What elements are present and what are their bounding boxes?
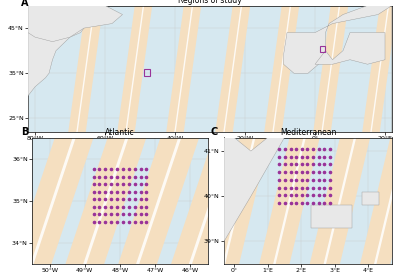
Bar — [144, 69, 150, 76]
Text: A: A — [21, 0, 28, 8]
Polygon shape — [28, 6, 84, 132]
Polygon shape — [28, 6, 122, 42]
Polygon shape — [273, 138, 306, 264]
Polygon shape — [215, 6, 250, 132]
Polygon shape — [13, 138, 94, 264]
Polygon shape — [189, 138, 234, 264]
Polygon shape — [264, 6, 299, 132]
Polygon shape — [223, 138, 256, 264]
Polygon shape — [76, 6, 95, 132]
Polygon shape — [117, 6, 152, 132]
Polygon shape — [166, 6, 201, 132]
Bar — [320, 46, 325, 52]
Polygon shape — [174, 6, 193, 132]
Text: C: C — [210, 127, 218, 138]
Polygon shape — [223, 6, 242, 132]
Polygon shape — [362, 192, 378, 205]
Polygon shape — [30, 138, 76, 264]
Text: B: B — [22, 127, 29, 138]
Polygon shape — [209, 138, 269, 264]
Polygon shape — [374, 138, 400, 264]
Polygon shape — [118, 138, 199, 264]
Polygon shape — [321, 6, 340, 132]
Polygon shape — [224, 138, 284, 264]
Polygon shape — [171, 138, 252, 264]
Title: Mediterranean: Mediterranean — [280, 128, 336, 137]
Polygon shape — [311, 205, 352, 228]
Polygon shape — [68, 6, 103, 132]
Polygon shape — [310, 138, 370, 264]
Polygon shape — [284, 6, 392, 132]
Polygon shape — [324, 138, 356, 264]
Title: Atlantic: Atlantic — [105, 128, 135, 137]
Polygon shape — [370, 6, 389, 132]
Polygon shape — [313, 6, 348, 132]
Polygon shape — [259, 138, 320, 264]
Polygon shape — [272, 6, 291, 132]
Polygon shape — [66, 138, 146, 264]
Polygon shape — [125, 6, 144, 132]
Polygon shape — [315, 33, 385, 64]
Polygon shape — [360, 138, 400, 264]
Polygon shape — [83, 138, 128, 264]
Polygon shape — [362, 6, 397, 132]
Title: Regions of study: Regions of study — [178, 0, 242, 5]
Polygon shape — [136, 138, 181, 264]
